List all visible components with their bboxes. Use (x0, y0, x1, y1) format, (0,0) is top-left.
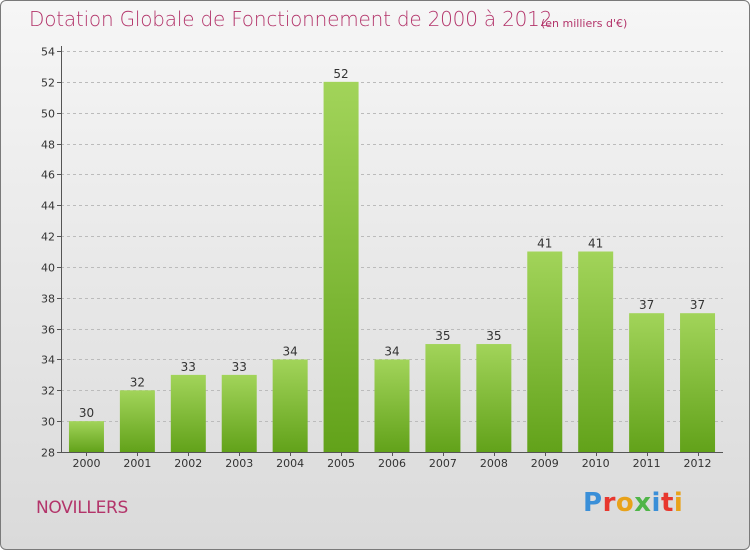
bar (323, 81, 359, 452)
bar (476, 344, 512, 452)
data-label: 33 (181, 360, 196, 374)
y-tick-label: 40 (41, 262, 55, 275)
commune-name: NOVILLERS (36, 498, 129, 518)
y-tick-label: 28 (41, 447, 55, 460)
logo-letter: x (634, 488, 652, 518)
x-tick-label: 2008 (480, 457, 508, 470)
x-tick-label: 2009 (531, 457, 559, 470)
bar (272, 359, 308, 452)
bar (578, 251, 614, 452)
x-tick-label: 2002 (174, 457, 202, 470)
x-tick-label: 2006 (378, 457, 406, 470)
logo-letter: r (602, 488, 616, 518)
y-tick-label: 50 (41, 108, 55, 121)
y-tick-label: 34 (41, 354, 55, 367)
bar (425, 344, 461, 452)
data-label: 34 (384, 344, 399, 358)
y-tick-label: 46 (41, 169, 55, 182)
data-label: 32 (130, 375, 145, 389)
x-tick-label: 2001 (123, 457, 151, 470)
y-tick-label: 30 (41, 416, 55, 429)
y-tick-label: 42 (41, 231, 55, 244)
bar (527, 251, 563, 452)
bar (629, 313, 665, 452)
bar (374, 359, 410, 452)
data-label: 35 (435, 329, 450, 343)
bar (680, 313, 716, 452)
y-tick-label: 44 (41, 200, 55, 213)
y-tick-label: 54 (41, 46, 55, 59)
data-label: 34 (283, 344, 298, 358)
y-tick-label: 36 (41, 324, 55, 337)
data-label: 37 (690, 298, 705, 312)
chart-title: Dotation Globale de Fonctionnement de 20… (29, 7, 553, 31)
data-label: 41 (588, 237, 603, 251)
x-tick-label: 2003 (225, 457, 253, 470)
logo-letter: t (660, 488, 674, 518)
bar (170, 374, 206, 452)
bars (68, 81, 716, 452)
data-label: 52 (333, 67, 348, 81)
y-tick-label: 38 (41, 293, 55, 306)
axes: 28 30 32 34 36 38 40 42 44 46 48 50 52 54 2000 2001 2002… (41, 46, 723, 470)
data-labels: 30 32 33 33 34 52 34 35 35 41 41 37 37 (79, 67, 705, 420)
y-tick-label: 52 (41, 77, 55, 90)
data-label: 41 (537, 237, 552, 251)
data-label: 37 (639, 298, 654, 312)
y-tick-label: 32 (41, 385, 55, 398)
bar (221, 374, 257, 452)
x-tick-label: 2012 (684, 457, 712, 470)
proxiti-logo[interactable]: Proxiti (583, 488, 683, 518)
x-tick-label: 2000 (72, 457, 100, 470)
data-label: 30 (79, 406, 94, 420)
x-tick-label: 2004 (276, 457, 304, 470)
x-tick-label: 2011 (633, 457, 661, 470)
bar (119, 390, 155, 452)
logo-letter: P (583, 488, 603, 518)
logo-letter: o (615, 488, 635, 518)
chart-subtitle: (en milliers d'€) (541, 17, 628, 30)
x-tick-label: 2005 (327, 457, 355, 470)
bar (68, 421, 104, 452)
y-tick-label: 48 (41, 139, 55, 152)
data-label: 35 (486, 329, 501, 343)
x-tick-label: 2007 (429, 457, 457, 470)
x-tick-label: 2010 (582, 457, 610, 470)
data-label: 33 (232, 360, 247, 374)
logo-letter: i (651, 488, 661, 518)
logo-letter: i (673, 488, 684, 518)
